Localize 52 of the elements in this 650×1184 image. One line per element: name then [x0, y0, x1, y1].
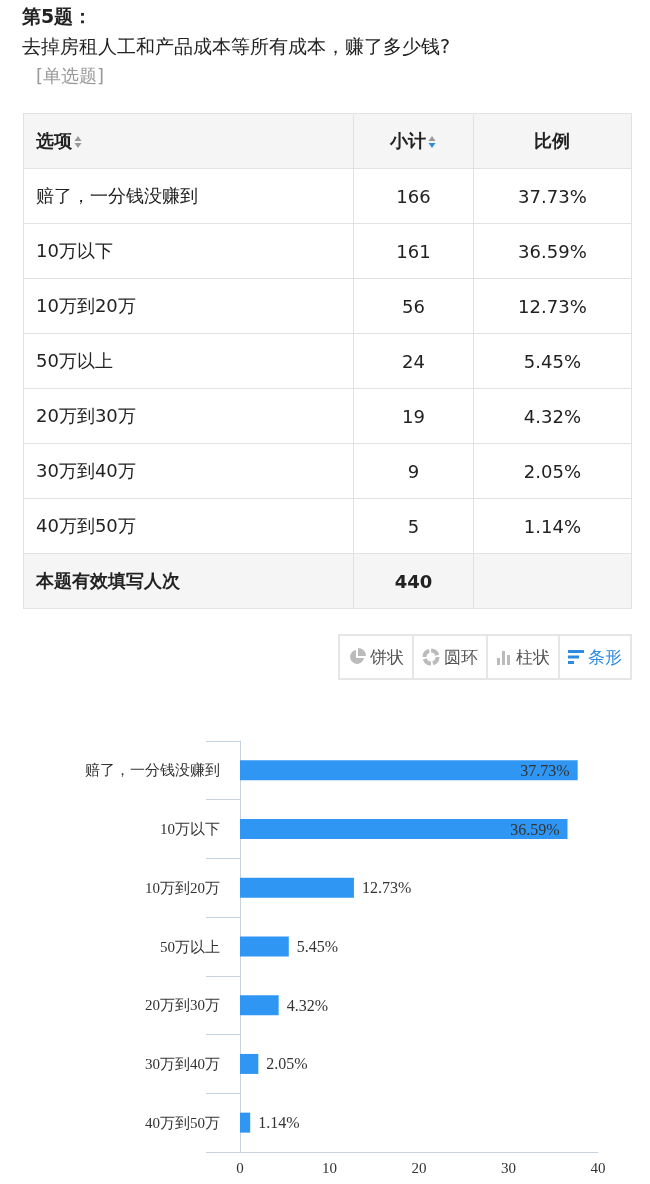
data-label: 9 [353, 443, 474, 499]
data-label: 2.05% [266, 1055, 308, 1073]
text: 本题有效填写人次 [23, 553, 354, 609]
text: 选项 [23, 113, 354, 169]
y-tick-label: 50万以上 [160, 938, 220, 955]
y-tick-label: 10万以下 [160, 821, 220, 838]
data-label: 1.14% [258, 1114, 300, 1132]
y-tick-label: 40万到50万 [145, 1114, 220, 1131]
text: 去掉房租人工和产品成本等所有成本，赚了多少钱? [22, 34, 451, 59]
data-label: 12.73% [473, 278, 632, 334]
x-tick-label: 30 [501, 1159, 516, 1176]
y-tick-label: 赔了，一分钱没赚到 [85, 762, 220, 779]
bar [240, 1053, 259, 1074]
bar [240, 819, 568, 840]
x-tick-label: 20 [411, 1159, 427, 1176]
data-label: 24 [353, 333, 474, 389]
data-label: 36.59% [473, 223, 632, 279]
text: 饼状 [370, 645, 404, 669]
x-tick-label: 0 [236, 1159, 244, 1176]
x-tick-label: 10 [322, 1159, 337, 1176]
data-label: 36.59% [510, 820, 560, 838]
text: [单选题] [36, 64, 106, 88]
data-label: 19 [353, 388, 474, 444]
text: 条形 [588, 645, 622, 669]
bar [240, 936, 289, 957]
data-label: 12.73% [361, 879, 412, 897]
data-label: 37.73% [520, 761, 570, 779]
data-label: 4.32% [473, 388, 632, 444]
bar [240, 995, 279, 1016]
text: 柱状 [516, 645, 550, 669]
y-tick-label: 30万到40万 [145, 1055, 220, 1072]
data-label: 5 [353, 498, 474, 554]
data-label: 4.32% [286, 996, 328, 1014]
bar [240, 877, 354, 898]
text: 第5题： [22, 4, 94, 29]
x-tick-label: 40 [590, 1159, 606, 1176]
text: 比例 [473, 113, 632, 169]
bar [240, 760, 578, 781]
y-tick-label: 10万到20万 [145, 879, 220, 896]
text: 440 [353, 553, 474, 609]
bar [240, 1112, 251, 1133]
data-label: 56 [353, 278, 474, 334]
data-label: 5.45% [473, 333, 632, 389]
data-label: 5.45% [296, 938, 339, 955]
data-label: 166 [353, 168, 474, 224]
data-label: 1.14% [473, 498, 632, 554]
y-tick-label: 20万到30万 [145, 997, 220, 1014]
data-label: 161 [353, 223, 474, 279]
text: 圆环 [444, 645, 478, 669]
data-label: 37.73% [473, 168, 632, 224]
legend-label: 小计 [353, 113, 474, 169]
data-label: 2.05% [473, 443, 632, 499]
